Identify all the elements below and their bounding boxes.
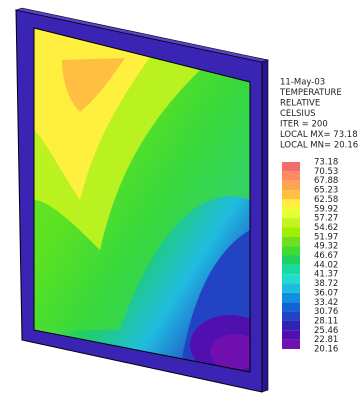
legend-swatch: [282, 265, 300, 274]
info-line: ITER = 200: [280, 120, 328, 130]
legend-swatch: [282, 312, 300, 321]
legend-swatch: [282, 321, 300, 330]
legend-swatch: [282, 274, 300, 283]
info-line: TEMPERATURE: [279, 88, 342, 98]
page: {"info": ["11-May-03", "TEMPERATURE", "R…: [0, 0, 363, 397]
legend-swatch: [282, 171, 300, 180]
legend-swatch: [282, 181, 300, 190]
legend-swatch: [282, 218, 300, 227]
info-line: RELATIVE: [280, 99, 320, 109]
legend-swatch: [282, 293, 300, 302]
legend-swatch: [282, 190, 300, 199]
info-line: 11-May-03: [280, 78, 325, 88]
info-line: CELSIUS: [280, 109, 316, 119]
plate: [16, 8, 270, 392]
info-line: LOCAL MN= 20.16: [280, 141, 358, 151]
legend-swatch: [282, 227, 300, 236]
legend-swatch: [282, 302, 300, 311]
legend-swatch: [282, 162, 300, 171]
legend: 73.1870.5367.8865.2362.5859.9257.2754.62…: [282, 158, 338, 355]
legend-swatch: [282, 330, 300, 339]
legend-label: 20.16: [314, 345, 338, 355]
legend-swatch: [282, 209, 300, 218]
legend-swatch: [282, 340, 300, 349]
legend-swatch: [282, 199, 300, 208]
info-block: 11-May-03TEMPERATURERELATIVECELSIUSITER …: [279, 78, 358, 151]
legend-swatch: [282, 256, 300, 265]
legend-swatch: [282, 237, 300, 246]
info-line: LOCAL MX= 73.18: [280, 130, 358, 140]
legend-swatch: [282, 284, 300, 293]
legend-swatch: [282, 246, 300, 255]
screenshot: 11-May-03TEMPERATURERELATIVECELSIUSITER …: [0, 0, 363, 397]
